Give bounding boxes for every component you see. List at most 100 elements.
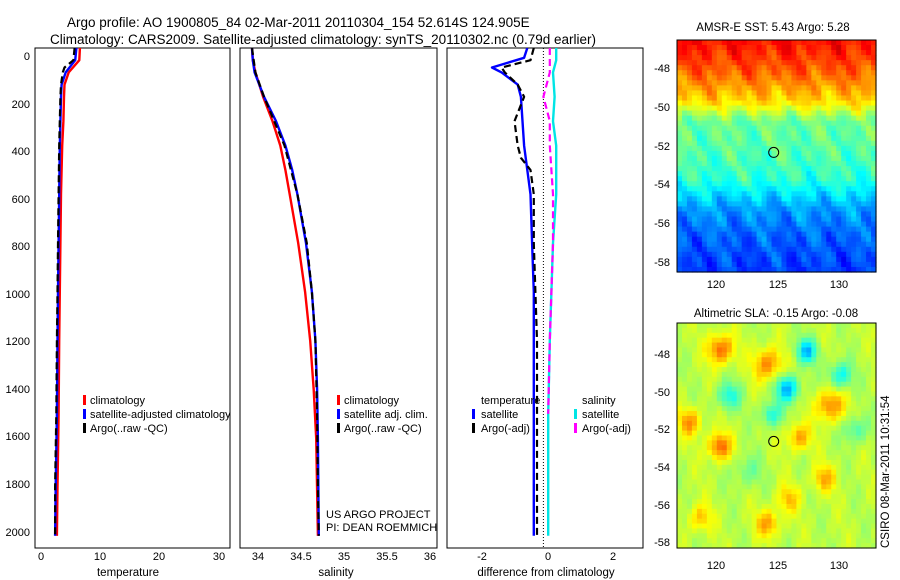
project-annotation: US ARGO PROJECT: [326, 509, 431, 521]
sla-xtick-label: 120: [707, 560, 725, 572]
legend-swatch-blue: [472, 409, 475, 419]
legend-label-sal-argo: Argo(-adj): [582, 423, 631, 435]
depth-ytick-label: 2000: [6, 527, 30, 539]
temperature-xtick-label: 20: [153, 551, 165, 563]
salinity-xtick-label: 36: [424, 551, 436, 563]
legend-label-sal-satellite: satellite: [582, 409, 619, 421]
legend-label-temp-satellite: satellite: [481, 409, 518, 421]
legend-label-climatology: climatology: [344, 395, 400, 407]
figure-title-line1: Argo profile: AO 1900805_84 02-Mar-2011 …: [67, 15, 530, 30]
legend-label-satellite-adjusted: satellite-adjusted climatology: [90, 409, 231, 421]
sla-map-frame: [676, 322, 877, 549]
legend-heading-temperature: temperature: [481, 395, 540, 407]
salinity-xtick-label: 35: [338, 551, 350, 563]
salinity-legend: climatology satellite adj. clim. Argo(..…: [337, 395, 428, 435]
difference-xtick-label: 2: [610, 551, 616, 563]
temperature-xtick-label: 30: [213, 551, 225, 563]
difference-legend: temperature satellite Argo(-adj) salinit…: [472, 395, 631, 435]
salinity-xtick-label: 35.5: [376, 551, 397, 563]
temperature-xtick-label: 10: [94, 551, 106, 563]
legend-swatch-blue: [83, 409, 86, 419]
legend-label-temp-argo: Argo(-adj): [481, 423, 530, 435]
salinity-series-argo-raw-qc: [250, 48, 320, 536]
difference-xtick-label: -2: [477, 551, 487, 563]
depth-ytick-label: 800: [12, 241, 30, 253]
depth-ytick-label: 1800: [6, 479, 30, 491]
temperature-legend: climatology satellite-adjusted climatolo…: [83, 395, 231, 435]
sst-xtick-label: 120: [707, 279, 725, 291]
sla-map-title: Altimetric SLA: -0.15 Argo: -0.08: [694, 308, 858, 320]
legend-swatch-red: [337, 395, 340, 405]
sst-map-panel: AMSR-E SST: 5.43 Argo: 5.28 120 125 130 …: [654, 22, 877, 291]
temperature-series-argo-raw-qc: [53, 48, 76, 536]
sst-ytick-label: -52: [654, 141, 670, 153]
legend-swatch-cyan: [574, 409, 577, 419]
sla-xtick-label: 130: [830, 560, 848, 572]
legend-swatch-red: [83, 395, 86, 405]
legend-label-climatology: climatology: [90, 395, 146, 407]
sst-map-ticks: 120 125 130 -48 -50 -52 -54 -56 -58: [654, 63, 848, 291]
temperature-series-climatology: [55, 48, 82, 536]
depth-ytick-label: 1400: [6, 384, 30, 396]
difference-panel: -2 0 2 difference from climatology tempe…: [446, 47, 644, 579]
salinity-xticks: 34 34.5 35 35.5 36: [252, 551, 436, 563]
sst-float-marker: [768, 146, 780, 158]
difference-series-salinity-argo-adj: [542, 48, 555, 414]
depth-ytick-label: 0: [24, 51, 30, 63]
legend-heading-salinity: salinity: [582, 395, 616, 407]
sst-xtick-label: 125: [769, 279, 787, 291]
legend-label-argo: Argo(..raw -QC): [90, 423, 168, 435]
legend-swatch-magenta: [574, 423, 577, 433]
sst-map-title: AMSR-E SST: 5.43 Argo: 5.28: [696, 22, 849, 34]
sst-xtick-label: 130: [830, 279, 848, 291]
depth-ytick-label: 400: [12, 146, 30, 158]
pi-annotation: PI: DEAN ROEMMICH: [326, 522, 437, 534]
salinity-axes-box: [239, 47, 438, 549]
depth-ytick-label: 200: [12, 99, 30, 111]
legend-label-satellite-adj: satellite adj. clim.: [344, 409, 428, 421]
credit-text: CSIRO 08-Mar-2011 10:31:54: [880, 395, 892, 548]
difference-axes-box: [446, 47, 644, 549]
sla-map-panel: Altimetric SLA: -0.15 Argo: -0.08 120 12…: [654, 308, 877, 572]
difference-series-temperature-argo-adj: [500, 48, 539, 536]
salinity-panel: 34 34.5 35 35.5 36 salinity climatology …: [239, 47, 438, 579]
legend-swatch-black: [83, 423, 86, 433]
sla-ytick-label: -58: [654, 537, 670, 549]
temperature-xtick-label: 0: [38, 551, 44, 563]
temperature-panel: 0 10 20 30 0 200 400 600 800 1000 1200 1…: [6, 47, 231, 579]
sst-ytick-label: -58: [654, 257, 670, 269]
sst-ytick-label: -54: [654, 179, 670, 191]
sst-map-frame: [676, 39, 877, 273]
legend-swatch-black: [337, 423, 340, 433]
figure-title-line2: Climatology: CARS2009. Satellite-adjuste…: [50, 32, 596, 47]
depth-ytick-label: 1600: [6, 431, 30, 443]
legend-label-argo: Argo(..raw -QC): [344, 423, 422, 435]
salinity-xtick-label: 34: [252, 551, 264, 563]
sla-ytick-label: -48: [654, 349, 670, 361]
depth-yticks: 0 200 400 600 800 1000 1200 1400 1600 18…: [6, 51, 30, 539]
depth-ytick-label: 1200: [6, 336, 30, 348]
sst-ytick-label: -48: [654, 63, 670, 75]
temperature-xlabel: temperature: [97, 567, 159, 579]
sst-field: [677, 40, 877, 273]
sla-ytick-label: -52: [654, 424, 670, 436]
sst-ytick-label: -56: [654, 218, 670, 230]
depth-ytick-label: 1000: [6, 289, 30, 301]
sla-map-ticks: 120 125 130 -48 -50 -52 -54 -56 -58: [654, 349, 848, 572]
sla-ytick-label: -54: [654, 462, 670, 474]
difference-xlabel: difference from climatology: [477, 567, 614, 579]
sla-xtick-label: 125: [769, 560, 787, 572]
sst-ytick-label: -50: [654, 102, 670, 114]
sla-float-marker: [768, 435, 780, 447]
legend-swatch-black: [472, 423, 475, 433]
temperature-axes-box: [34, 47, 231, 549]
salinity-xlabel: salinity: [318, 567, 353, 579]
depth-ytick-label: 600: [12, 194, 30, 206]
legend-swatch-blue: [337, 409, 340, 419]
sla-field: [677, 323, 877, 549]
salinity-xtick-label: 34.5: [290, 551, 311, 563]
difference-xtick-label: 0: [545, 551, 551, 563]
sla-ytick-label: -50: [654, 387, 670, 399]
temperature-xticks: 0 10 20 30: [38, 551, 225, 563]
